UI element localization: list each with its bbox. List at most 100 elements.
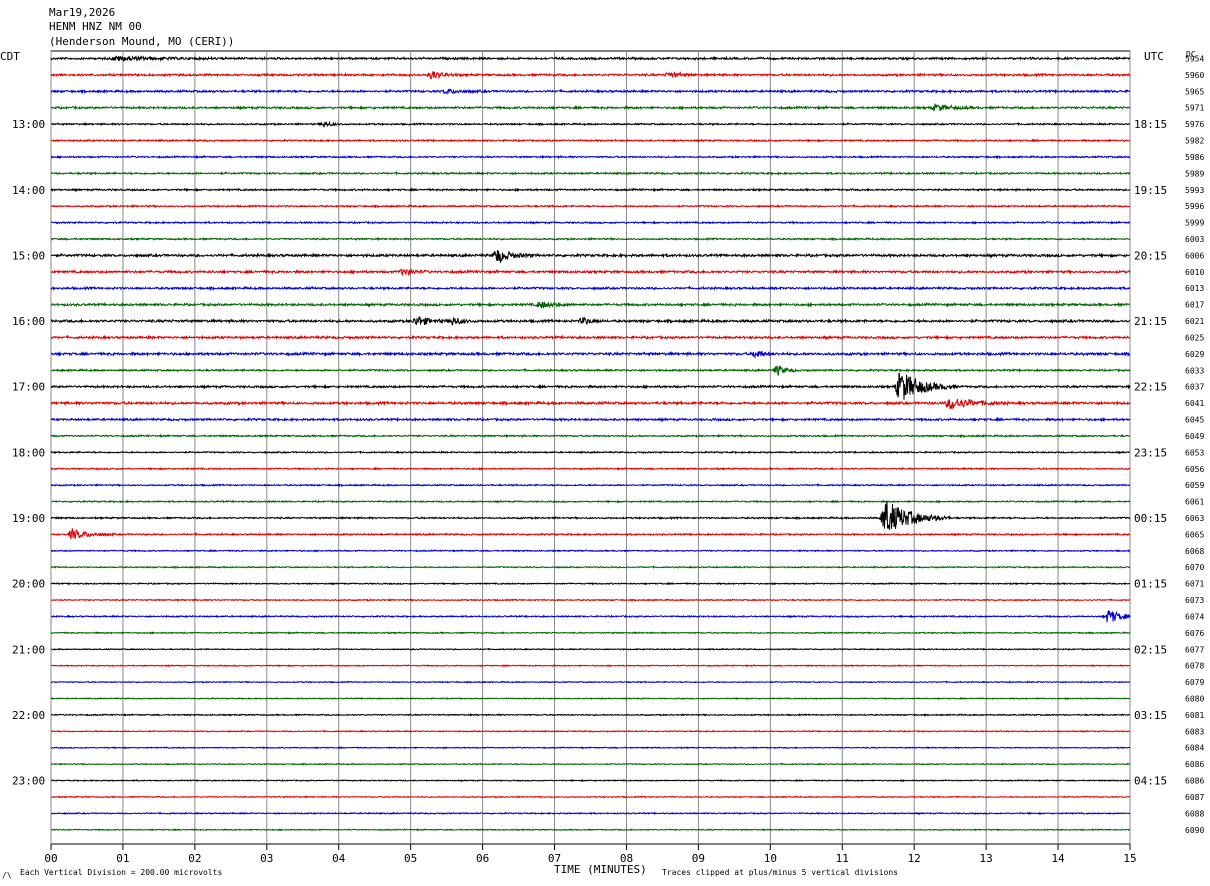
x-tick-label: 13 <box>980 852 993 865</box>
trace-line <box>50 466 1131 471</box>
right-hour-label: 03:15 <box>1134 709 1167 722</box>
left-hour-label: 14:00 <box>12 184 45 197</box>
right-axis-title: UTC <box>1144 50 1164 63</box>
x-tick-label: 01 <box>116 852 129 865</box>
left-hour-label: 22:00 <box>12 709 45 722</box>
trace-line <box>50 746 1131 750</box>
trace-line <box>50 729 1131 733</box>
x-tick-label: 10 <box>764 852 777 865</box>
dc-value: 6086 <box>1185 760 1204 769</box>
dc-value: 6080 <box>1185 694 1204 703</box>
trace-line <box>50 581 1131 586</box>
dc-value: 5954 <box>1185 55 1204 64</box>
corner-mark: /\ <box>2 871 12 880</box>
x-axis-label: TIME (MINUTES) <box>554 863 647 876</box>
clip-note: Traces clipped at plus/minus 5 vertical … <box>662 868 898 877</box>
left-hour-label: 19:00 <box>12 512 45 525</box>
dc-value: 6079 <box>1185 678 1204 687</box>
plot-frame <box>50 50 1131 845</box>
header-station: HENM HNZ NM 00 <box>49 20 142 33</box>
trace-line <box>50 249 1130 264</box>
dc-value: 6063 <box>1185 514 1204 523</box>
dc-value: 6090 <box>1185 826 1204 835</box>
right-hour-labels: 18:15 19:15 20:15 21:15 22:15 23:15 00:15 01:15… <box>1134 118 1167 787</box>
trace-line <box>50 696 1131 701</box>
header-date: Mar19,2026 <box>49 6 115 19</box>
dc-value: 6037 <box>1185 383 1204 392</box>
dc-value: 6074 <box>1185 612 1204 621</box>
dc-value: 6084 <box>1185 744 1204 753</box>
trace-line <box>50 285 1131 292</box>
trace-line <box>50 87 1131 96</box>
dc-value: 6086 <box>1185 777 1204 786</box>
x-tick-label: 07 <box>548 852 561 865</box>
dc-value: 5986 <box>1185 153 1204 162</box>
trace-line <box>50 664 1131 668</box>
right-hour-label: 22:15 <box>1134 381 1167 394</box>
dc-value: 6010 <box>1185 268 1204 277</box>
dc-value: 5999 <box>1185 219 1204 228</box>
trace-line <box>50 120 1130 128</box>
header-location: (Henderson Mound, MO (CERI)) <box>49 35 234 48</box>
left-hour-labels: 13:00 14:00 15:00 16:00 17:00 18:00 19:00 20:00… <box>12 118 45 787</box>
trace-line <box>50 154 1131 160</box>
dc-value: 6088 <box>1185 809 1204 818</box>
right-hour-label: 21:15 <box>1134 315 1167 328</box>
dc-value: 6061 <box>1185 498 1204 507</box>
dc-value: 6021 <box>1185 317 1204 326</box>
dc-value: 5976 <box>1185 120 1204 129</box>
trace-line <box>50 778 1131 783</box>
trace-line <box>50 350 1131 359</box>
dc-value: 6056 <box>1185 465 1204 474</box>
trace-line <box>50 416 1131 423</box>
trace-line <box>50 138 1131 143</box>
trace-line <box>50 267 1131 277</box>
left-hour-label: 13:00 <box>12 118 45 131</box>
dc-value: 6053 <box>1185 448 1204 457</box>
left-hour-label: 15:00 <box>12 249 45 262</box>
trace-line <box>50 450 1131 455</box>
grid-lines <box>50 50 1131 850</box>
trace-line <box>50 565 1131 570</box>
trace-line <box>50 71 1131 80</box>
traces <box>50 55 1131 832</box>
dc-values: 5954 5960 5965 5971 5976 5982 5986 5989 5993 5996… <box>1185 55 1204 835</box>
dc-value: 6077 <box>1185 645 1204 654</box>
x-tick-label: 04 <box>332 852 346 865</box>
dc-value: 6068 <box>1185 547 1204 556</box>
dc-value: 5993 <box>1185 186 1204 195</box>
dc-value: 6071 <box>1185 580 1204 589</box>
x-tick-label: 12 <box>908 852 921 865</box>
right-hour-label: 04:15 <box>1134 775 1167 788</box>
dc-value: 6073 <box>1185 596 1204 605</box>
x-tick-label: 09 <box>692 852 705 865</box>
left-hour-label: 16:00 <box>12 315 45 328</box>
trace-line <box>50 795 1131 799</box>
right-hour-label: 01:15 <box>1134 578 1167 591</box>
trace-line <box>50 631 1131 635</box>
dc-value: 6076 <box>1185 629 1204 638</box>
x-tick-label: 15 <box>1123 852 1136 865</box>
trace-line <box>50 102 1131 112</box>
trace-line <box>50 236 1131 242</box>
trace-line <box>50 315 1130 326</box>
x-tick-label: 06 <box>476 852 489 865</box>
trace-line <box>50 301 1131 309</box>
trace-line <box>50 55 1131 63</box>
right-hour-label: 00:15 <box>1134 512 1167 525</box>
trace-line <box>50 187 1131 193</box>
x-tick-labels: 00 01 02 03 04 05 06 07 08 09 10 11 12 13 14 15 <box>44 852 1136 865</box>
x-tick-label: 08 <box>620 852 633 865</box>
dc-value: 6025 <box>1185 333 1204 342</box>
dc-value: 6049 <box>1185 432 1204 441</box>
trace-line <box>50 647 1131 651</box>
trace-line <box>50 365 1131 376</box>
right-hour-label: 23:15 <box>1134 446 1167 459</box>
dc-value: 6045 <box>1185 416 1204 425</box>
dc-title: DC <box>1186 50 1196 59</box>
dc-value: 5960 <box>1185 71 1204 80</box>
left-hour-label: 21:00 <box>12 643 45 656</box>
right-hour-label: 20:15 <box>1134 249 1167 262</box>
trace-line <box>50 372 1131 400</box>
